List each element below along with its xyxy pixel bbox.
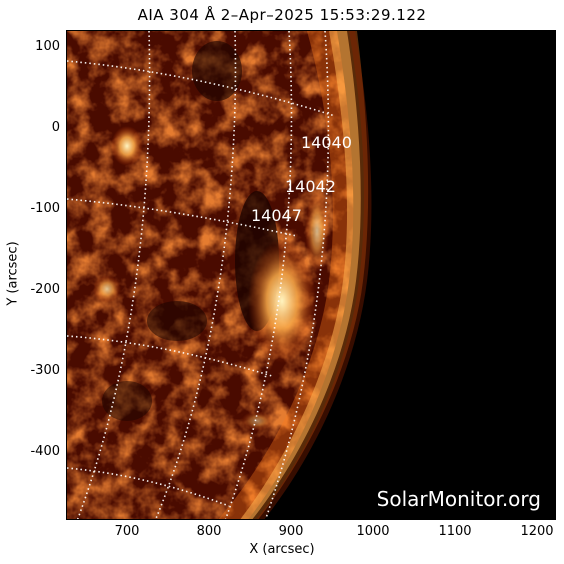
y-tick-label: 100 xyxy=(35,39,60,54)
solar-disk-svg xyxy=(67,31,372,519)
watermark: SolarMonitor.org xyxy=(376,487,541,511)
active-region-label: 14040 xyxy=(301,133,352,152)
x-tick-label: 1200 xyxy=(520,524,554,539)
x-tick-label: 1100 xyxy=(438,524,472,539)
y-tick-label: -400 xyxy=(30,444,60,459)
solar-image: 14040 14042 14047 SolarMonitor.org xyxy=(66,30,556,520)
y-tick-label: 0 xyxy=(51,120,60,135)
y-tick-label: -200 xyxy=(30,282,60,297)
x-axis-label: X (arcsec) xyxy=(249,542,315,557)
y-tick-label: -300 xyxy=(30,363,60,378)
off-limb-emission xyxy=(256,31,372,519)
limb-brightening xyxy=(218,31,369,519)
x-tick-label: 900 xyxy=(278,524,304,539)
y-axis-label: Y (arcsec) xyxy=(5,241,21,306)
x-tick-label: 1000 xyxy=(356,524,390,539)
x-tick-label: 800 xyxy=(196,524,222,539)
active-region-plage xyxy=(248,239,316,363)
y-tick-label: -100 xyxy=(30,201,60,216)
limb-edge xyxy=(240,31,361,519)
active-region-label: 14042 xyxy=(285,177,336,196)
x-tick-label: 700 xyxy=(114,524,140,539)
plage-west xyxy=(111,126,143,166)
active-region-label: 14047 xyxy=(251,206,302,225)
heliographic-grid xyxy=(67,31,336,519)
image-title: AIA 304 Å 2–Apr–2025 15:53:29.122 xyxy=(137,6,427,24)
